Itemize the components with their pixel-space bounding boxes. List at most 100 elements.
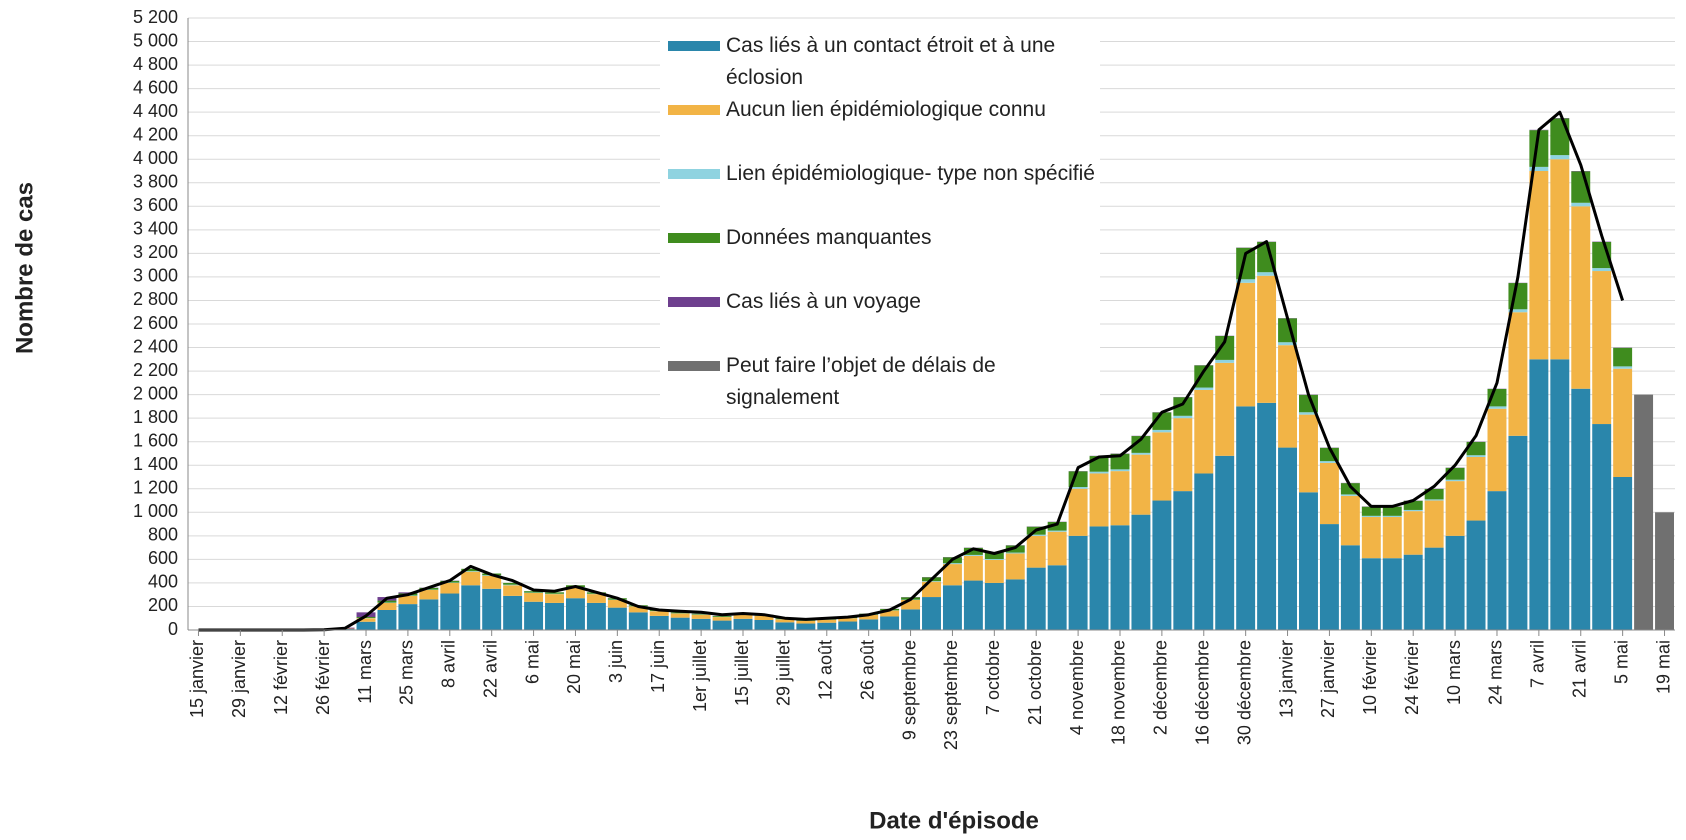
bar-segment <box>1278 342 1298 346</box>
legend: Cas liés à un contact étroit et à une éc… <box>660 26 1100 418</box>
bar-segment <box>1340 494 1360 496</box>
x-tick-label: 26 août <box>857 640 877 700</box>
bar-segment <box>1529 166 1549 171</box>
x-tick-label: 22 avril <box>480 640 500 698</box>
x-tick-label: 7 avril <box>1528 640 1548 688</box>
bar-segment <box>1026 567 1046 630</box>
legend-swatch <box>668 361 720 371</box>
bar-segment <box>565 598 585 630</box>
bar-segment <box>1592 424 1612 630</box>
y-tick-label: 5 000 <box>133 30 178 50</box>
bar-segment <box>1655 512 1674 630</box>
x-tick-label: 16 décembre <box>1193 640 1213 745</box>
x-tick-label: 29 juillet <box>774 640 794 706</box>
bar-segment <box>1257 402 1277 630</box>
x-tick-label: 10 février <box>1360 640 1380 715</box>
bar-segment <box>1550 155 1570 160</box>
bar-segment <box>503 582 523 585</box>
x-tick-label: 7 octobre <box>983 640 1003 715</box>
bar-segment <box>1403 500 1423 510</box>
bar-segment <box>670 613 690 618</box>
bar-segment <box>586 594 606 603</box>
bar-segment <box>377 602 397 610</box>
bar-segment <box>754 615 774 620</box>
bar-segment <box>1466 455 1486 457</box>
bar-segment <box>356 618 376 622</box>
x-tick-label: 21 avril <box>1570 640 1590 698</box>
x-tick-label: 10 mars <box>1444 640 1464 705</box>
x-tick-label: 24 février <box>1402 640 1422 715</box>
bar-segment <box>1047 531 1067 566</box>
bar-segment <box>963 554 983 556</box>
bar-segment <box>1131 514 1151 630</box>
bar-segment <box>1089 471 1109 474</box>
x-axis-title: Date d'épisode <box>869 807 1039 834</box>
x-tick-label: 11 mars <box>355 640 375 704</box>
bar-segment <box>1466 441 1486 456</box>
bar-segment <box>1508 435 1528 630</box>
y-tick-label: 2 800 <box>133 289 178 309</box>
bar-segment <box>586 602 606 630</box>
bar-segment <box>1487 408 1507 492</box>
x-tick-label: 29 janvier <box>229 640 249 718</box>
legend-entry: Peut faire l’objet de délais de signalem… <box>660 350 1100 414</box>
y-tick-label: 1 800 <box>133 407 178 427</box>
bar-segment <box>1445 479 1465 482</box>
bar-segment <box>1110 525 1130 630</box>
bar-segment <box>1236 279 1256 283</box>
bar-segment <box>1068 535 1088 630</box>
bar-segment <box>1382 506 1402 516</box>
bar-segment <box>1571 206 1591 389</box>
bar-segment <box>1215 359 1235 363</box>
bar-segment <box>524 591 544 593</box>
y-tick-label: 1 600 <box>133 430 178 450</box>
bar-segment <box>1173 418 1193 492</box>
bar-segment <box>524 601 544 630</box>
bar-segment <box>1613 366 1633 369</box>
bar-segment <box>524 592 544 602</box>
bar-segment <box>712 620 732 630</box>
x-tick-label: 15 juillet <box>732 640 752 706</box>
bar-segment <box>1299 412 1318 415</box>
x-tick-label: 4 novembre <box>1067 640 1087 735</box>
bar-segment <box>1403 554 1423 630</box>
bar-segment <box>1173 397 1193 416</box>
bar-segment <box>1319 462 1339 525</box>
bar-segment <box>922 597 941 630</box>
bars <box>314 118 1674 630</box>
legend-entry: Cas liés à un voyage <box>660 286 1100 350</box>
bar-segment <box>942 564 962 586</box>
x-tick-label: 12 août <box>816 640 836 700</box>
x-tick-label: 26 février <box>313 640 333 715</box>
bar-segment <box>796 623 816 630</box>
bar-segment <box>1340 483 1360 495</box>
legend-label: Peut faire l’objet de délais de signalem… <box>726 354 996 409</box>
bar-segment <box>691 614 711 619</box>
bar-segment <box>880 610 900 617</box>
bar-segment <box>963 580 983 630</box>
bar-segment <box>1382 558 1402 630</box>
x-tick-label: 13 janvier <box>1276 640 1296 718</box>
y-tick-label: 5 200 <box>133 7 178 27</box>
bar-segment <box>796 620 816 624</box>
bar-segment <box>461 571 481 572</box>
bar-segment <box>691 613 711 615</box>
bar-segment <box>440 582 460 594</box>
y-tick-label: 2 600 <box>133 313 178 333</box>
bar-segment <box>377 609 397 630</box>
bar-segment <box>984 582 1004 630</box>
x-tick-label: 3 juin <box>606 640 626 683</box>
bar-segment <box>1089 526 1109 630</box>
bar-segment <box>1278 447 1298 630</box>
bar-segment <box>838 618 858 622</box>
bar-segment <box>545 592 564 594</box>
bar-segment <box>461 585 481 630</box>
bar-segment <box>607 599 627 608</box>
bar-segment <box>649 615 669 630</box>
bar-segment <box>1173 415 1193 419</box>
y-tick-label: 1 200 <box>133 478 178 498</box>
bar-segment <box>1152 500 1172 630</box>
bar-segment <box>440 593 460 630</box>
bar-segment <box>963 555 983 581</box>
bar-segment <box>503 595 523 630</box>
